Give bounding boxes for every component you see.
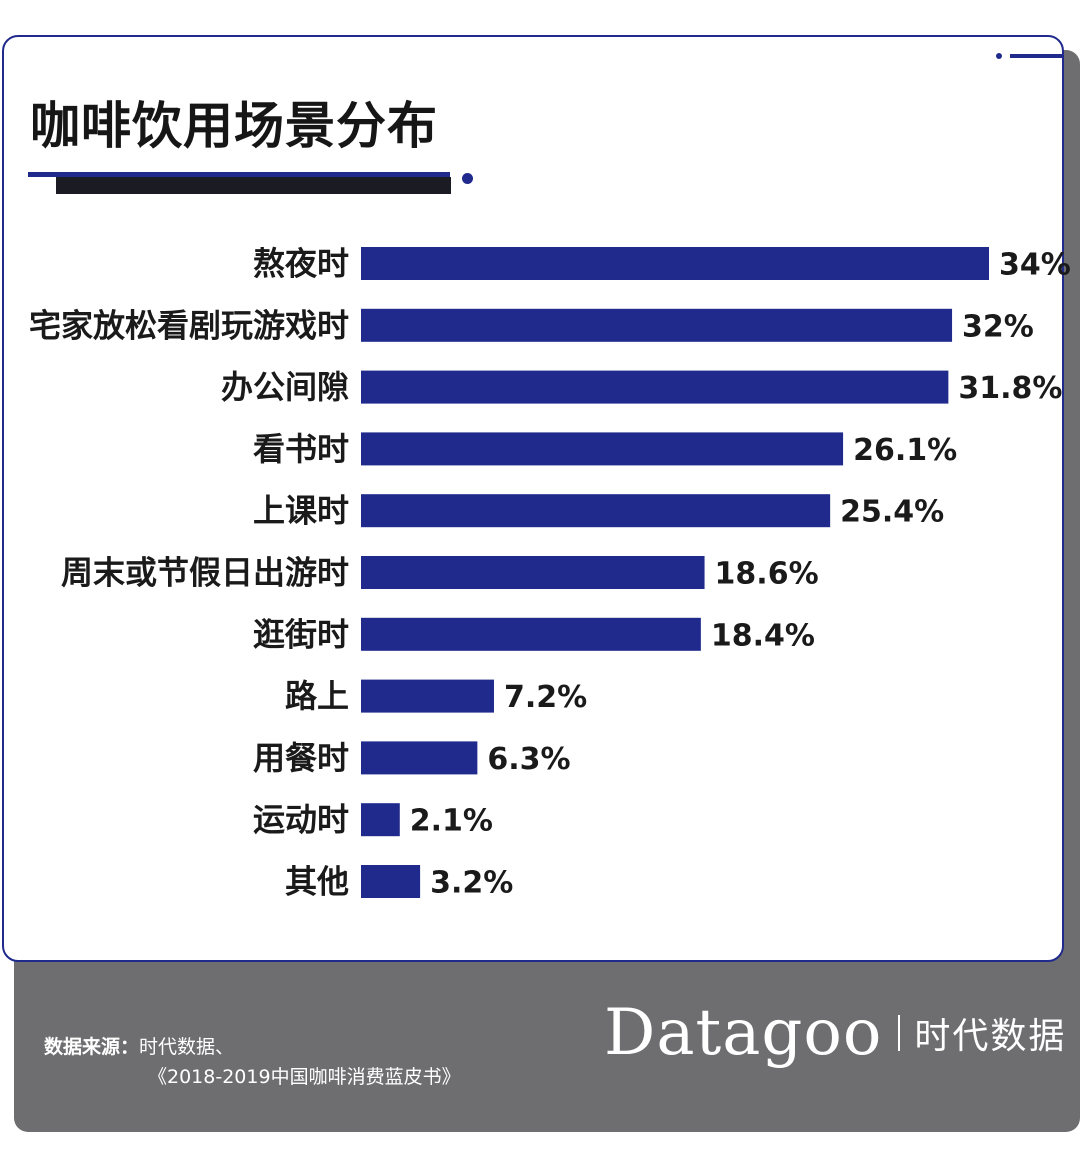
category-label: 办公间隙 [221, 368, 349, 406]
bar [361, 865, 421, 898]
value-label: 3.2% [430, 866, 513, 901]
bar [361, 679, 494, 713]
category-label: 其他 [285, 863, 349, 901]
category-label: 熬夜时 [253, 245, 349, 283]
bar [361, 308, 953, 342]
category-label: 周末或节假日出游时 [61, 554, 349, 592]
bar [361, 247, 989, 280]
title-underline-dark [56, 177, 451, 194]
data-source: 数据来源：时代数据、 《2018-2019中国咖啡消费蓝皮书》 [44, 1032, 461, 1092]
corner-decoration-dot [996, 53, 1002, 59]
bar [361, 432, 844, 466]
brand-name: Datagoo [604, 996, 883, 1070]
value-label: 32% [962, 309, 1034, 344]
category-label: 逛街时 [253, 615, 349, 653]
bar [361, 494, 831, 528]
category-label: 看书时 [253, 430, 349, 468]
value-label: 25.4% [840, 495, 944, 530]
chart-title: 咖啡饮用场景分布 [30, 97, 438, 155]
title-decoration-dot [462, 173, 473, 184]
bar [361, 556, 705, 589]
value-label: 31.8% [958, 371, 1062, 406]
value-label: 18.6% [715, 557, 819, 592]
value-label: 18.4% [711, 618, 815, 653]
brand-logo: Datagoo 时代数据 [604, 996, 1066, 1076]
bar [361, 803, 400, 837]
brand-cn-name: 时代数据 [914, 1016, 1067, 1057]
category-label: 宅家放松看剧玩游戏时 [29, 306, 349, 344]
value-label: 6.3% [487, 742, 570, 777]
value-label: 2.1% [410, 804, 493, 839]
corner-decoration-line [1010, 54, 1064, 58]
source-label: 数据来源： [44, 1036, 140, 1058]
value-label: 26.1% [853, 433, 957, 468]
bar [361, 370, 949, 404]
bar [361, 741, 478, 775]
source-line-1: 时代数据、 [139, 1036, 235, 1058]
category-label: 上课时 [253, 492, 349, 530]
category-label: 路上 [285, 677, 349, 715]
source-line-2: 《2018-2019中国咖啡消费蓝皮书》 [148, 1066, 461, 1088]
category-label: 运动时 [253, 801, 349, 839]
bar-chart: 熬夜时 34% 宅家放松看剧玩游戏时 32% 办公间隙 31.8% 看书时 26.1% 上课时 2… [29, 245, 1071, 901]
brand-separator [898, 1015, 901, 1051]
category-label: 用餐时 [253, 739, 349, 777]
value-label: 34% [999, 248, 1071, 283]
value-label: 7.2% [504, 680, 587, 715]
title-underline-blue [28, 172, 450, 177]
bar [361, 617, 701, 651]
